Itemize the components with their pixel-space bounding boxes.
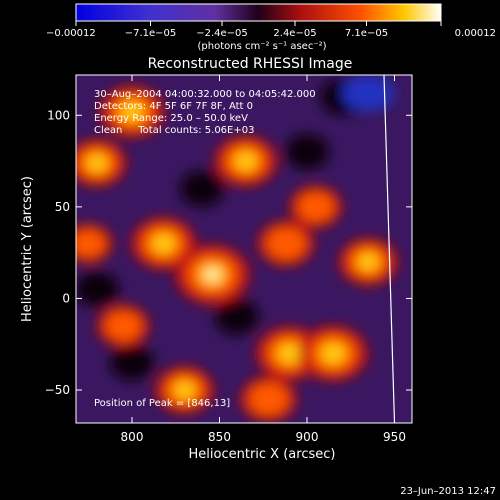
peak-position-label: Position of Peak = [846,13] — [94, 398, 230, 409]
heatmap-sources — [76, 75, 398, 422]
y-axis-label: Heliocentric Y (arcsec) — [20, 176, 35, 322]
x-axis-ticks: 800 850 900 950 — [121, 75, 406, 444]
colorbar-tick-label: −0.00012 — [46, 28, 96, 39]
colorbar-tick-label: −2.4e−05 — [196, 28, 248, 39]
colorbar-tick-label: −7.1e−05 — [125, 28, 177, 39]
annotation-block: 30–Aug–2004 04:00:32.000 to 04:05:42.000… — [94, 89, 316, 136]
dark-region — [215, 298, 259, 335]
source-peak — [206, 269, 219, 280]
x-axis-label: Heliocentric X (arcsec) — [189, 447, 336, 462]
source-core — [357, 252, 379, 271]
heatmap-source — [175, 244, 250, 305]
source-body — [297, 192, 334, 222]
heatmap-source — [289, 185, 343, 229]
source-body — [266, 227, 306, 260]
heatmap-source — [338, 238, 398, 286]
heatmap-source — [214, 135, 278, 187]
heatmap-source — [131, 217, 196, 270]
chart-title: Reconstructed RHESSI Image — [148, 56, 353, 72]
heatmap-source — [99, 85, 165, 138]
y-axis-ticks: 100 50 0 −50 — [45, 108, 412, 397]
dark-region — [285, 133, 329, 170]
heatmap-source — [155, 366, 214, 414]
x-tick-label: 950 — [383, 430, 406, 444]
source-core — [234, 151, 258, 171]
negative-region — [342, 75, 395, 112]
colorbar-tick-label: 7.1e−05 — [345, 28, 388, 39]
heatmap-source — [96, 304, 150, 348]
plot-frame — [75, 74, 413, 424]
colorbar-tick-label: 2.4e−05 — [273, 28, 316, 39]
x-tick-label: 850 — [208, 430, 231, 444]
dark-region — [76, 271, 119, 308]
x-tick-label: 800 — [121, 430, 144, 444]
y-tick-label: 100 — [47, 108, 70, 122]
source-body — [105, 311, 142, 341]
colorbar-unit: (photons cm⁻² s⁻¹ asec⁻²) — [197, 41, 326, 52]
y-tick-label: −50 — [45, 383, 70, 397]
colorbar-ticks: −0.00012 −7.1e−05 −2.4e−05 2.4e−05 7.1e−05 0.… — [46, 21, 496, 39]
x-tick-label: 900 — [296, 430, 319, 444]
y-tick-label: 0 — [62, 291, 70, 305]
heatmap-source — [76, 139, 127, 187]
colorbar — [75, 3, 442, 22]
source-core — [173, 381, 196, 399]
heatmap-source — [298, 325, 368, 381]
colorbar-tick-label: 0.00012 — [455, 28, 496, 39]
footer-timestamp: 23–Jun–2013 12:47 — [400, 486, 496, 497]
dark-region — [110, 344, 154, 381]
source-core — [86, 153, 108, 172]
heatmap-source — [257, 220, 315, 267]
source-body — [76, 229, 105, 258]
annotation-line: 30–Aug–2004 04:00:32.000 to 04:05:42.000 — [94, 89, 316, 100]
source-core — [320, 342, 346, 364]
source-core — [151, 233, 176, 254]
annotation-line: Detectors: 4F 5F 6F 7F 8F, Att 0 — [94, 101, 253, 112]
y-tick-label: 50 — [55, 200, 70, 214]
heatmap-source — [240, 376, 297, 422]
annotation-line: Energy Range: 25.0 – 50.0 keV — [94, 113, 248, 124]
solar-limb — [383, 75, 396, 423]
source-body — [249, 383, 288, 416]
source-core — [277, 343, 302, 364]
annotation-line: Clean Total counts: 5.06E+03 — [94, 125, 254, 136]
dark-region — [180, 170, 224, 207]
source-core — [120, 101, 144, 122]
heatmap-source — [76, 223, 113, 264]
